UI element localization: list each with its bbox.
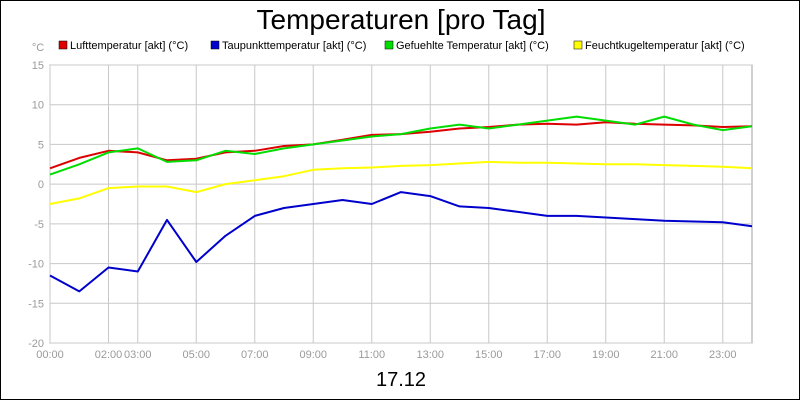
x-tick-label: 15:00 (475, 349, 503, 361)
x-tick-label: 00:00 (36, 349, 64, 361)
x-tick-label: 21:00 (650, 349, 678, 361)
y-tick-label: 0 (38, 179, 44, 191)
plot-area (49, 64, 753, 344)
series-line (49, 160, 753, 205)
legend-label: Gefuehlte Temperatur [akt] (°C) (396, 40, 549, 52)
x-tick-label: 05:00 (182, 349, 210, 361)
y-tick-label: -20 (28, 338, 44, 350)
chart-title: Temperaturen [pro Tag] (256, 4, 546, 35)
x-tick-label: 07:00 (241, 349, 269, 361)
y-tick-label: -10 (28, 259, 44, 271)
legend-swatch (210, 40, 220, 50)
date-label: 17.12 (375, 369, 427, 391)
y-tick-label: 5 (38, 139, 44, 151)
x-tick-label: 09:00 (299, 349, 327, 361)
y-tick-label: -15 (28, 298, 44, 310)
x-tick-label: 02:00 (95, 349, 123, 361)
x-tick-label: 17:00 (533, 349, 561, 361)
x-tick-label: 11:00 (358, 349, 385, 361)
y-tick-label: 15 (32, 60, 44, 72)
x-tick-label: 13:00 (416, 349, 444, 361)
x-tick-label: 23:00 (709, 349, 737, 361)
legend-swatch (58, 40, 68, 50)
legend-label: Feuchtkugeltemperatur [akt] (°C) (585, 40, 745, 52)
legend-swatch (384, 40, 394, 50)
y-tick-label: 10 (32, 100, 44, 112)
x-tick-label: 03:00 (124, 349, 152, 361)
legend-label: Lufttemperatur [akt] (°C) (70, 40, 188, 52)
legend-label: Taupunkttemperatur [akt] (°C) (222, 40, 366, 52)
y-unit-label: °C (32, 42, 44, 54)
legend-swatch (573, 40, 583, 50)
x-tick-label: 19:00 (592, 349, 620, 361)
y-tick-label: -5 (34, 219, 44, 231)
series-line (49, 191, 753, 293)
series-line (49, 115, 753, 176)
